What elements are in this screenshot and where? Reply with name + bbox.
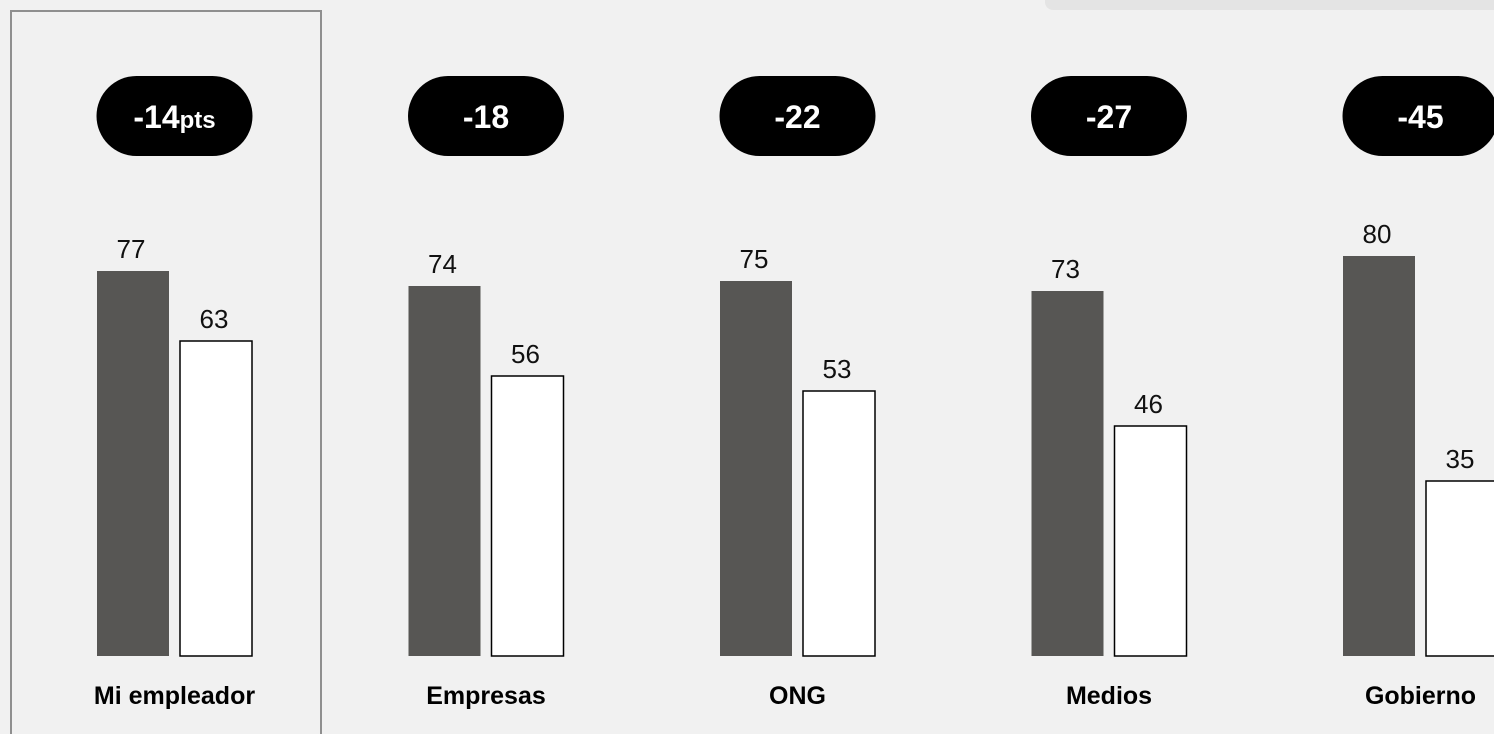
value-label-empresas-series-2: 56 bbox=[511, 339, 540, 369]
value-label-medios-series-1: 73 bbox=[1051, 254, 1080, 284]
difference-label-medios: -27 bbox=[1086, 99, 1132, 135]
category-label-empresas: Empresas bbox=[426, 682, 546, 710]
bar-gobierno-series-1 bbox=[1343, 256, 1415, 656]
category-label-ong: ONG bbox=[769, 682, 826, 710]
value-label-ong-series-1: 75 bbox=[740, 244, 769, 274]
bar-medios-series-2 bbox=[1115, 426, 1187, 656]
bar-empresas-series-2 bbox=[492, 376, 564, 656]
bar-ong-series-1 bbox=[720, 281, 792, 656]
value-label-ong-series-2: 53 bbox=[823, 354, 852, 384]
bar-gobierno-series-2 bbox=[1426, 481, 1494, 656]
difference-label-empresas: -18 bbox=[463, 99, 509, 135]
value-label-gobierno-series-2: 35 bbox=[1446, 444, 1475, 474]
value-label-mi-empleador-series-1: 77 bbox=[117, 234, 146, 264]
category-label-mi-empleador: Mi empleador bbox=[94, 682, 255, 710]
value-label-mi-empleador-series-2: 63 bbox=[200, 304, 229, 334]
difference-label-gobierno: -45 bbox=[1397, 99, 1443, 135]
bar-mi-empleador-series-1 bbox=[97, 271, 169, 656]
value-label-empresas-series-1: 74 bbox=[428, 249, 457, 279]
bar-empresas-series-1 bbox=[409, 286, 481, 656]
bar-medios-series-1 bbox=[1032, 291, 1104, 656]
category-label-medios: Medios bbox=[1066, 682, 1152, 710]
value-label-gobierno-series-1: 80 bbox=[1363, 219, 1392, 249]
category-label-gobierno: Gobierno bbox=[1365, 682, 1476, 710]
bar-mi-empleador-series-2 bbox=[180, 341, 252, 656]
value-label-medios-series-2: 46 bbox=[1134, 389, 1163, 419]
difference-label-ong: -22 bbox=[774, 99, 820, 135]
bar-ong-series-2 bbox=[803, 391, 875, 656]
